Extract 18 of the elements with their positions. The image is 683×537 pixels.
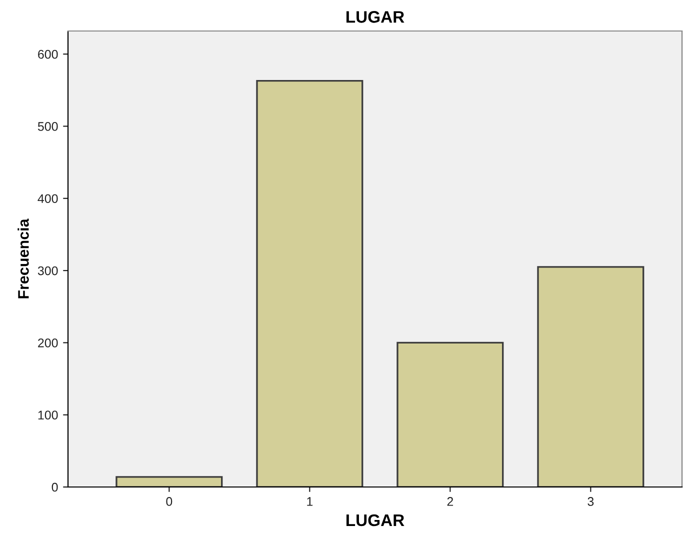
chart-title: LUGAR <box>346 11 404 23</box>
bar <box>396 342 504 487</box>
y-tick-label: 400 <box>38 194 58 204</box>
x-tick-label: 2 <box>447 497 454 506</box>
y-tick-label: 100 <box>38 410 58 420</box>
x-axis-title: LUGAR <box>346 514 404 526</box>
bar <box>537 266 644 487</box>
x-tick-label: 1 <box>307 497 313 506</box>
bar <box>256 80 364 487</box>
x-tick-label: 0 <box>166 497 172 506</box>
y-tick-label: 300 <box>38 266 58 276</box>
y-tick-label: 0 <box>52 482 58 492</box>
y-tick-label: 600 <box>38 50 58 59</box>
y-axis-title: Frecuencia <box>18 218 29 298</box>
x-tick-label: 3 <box>588 497 594 506</box>
y-tick-label: 500 <box>38 122 58 131</box>
y-tick-label: 200 <box>38 338 58 348</box>
bar <box>116 476 223 487</box>
